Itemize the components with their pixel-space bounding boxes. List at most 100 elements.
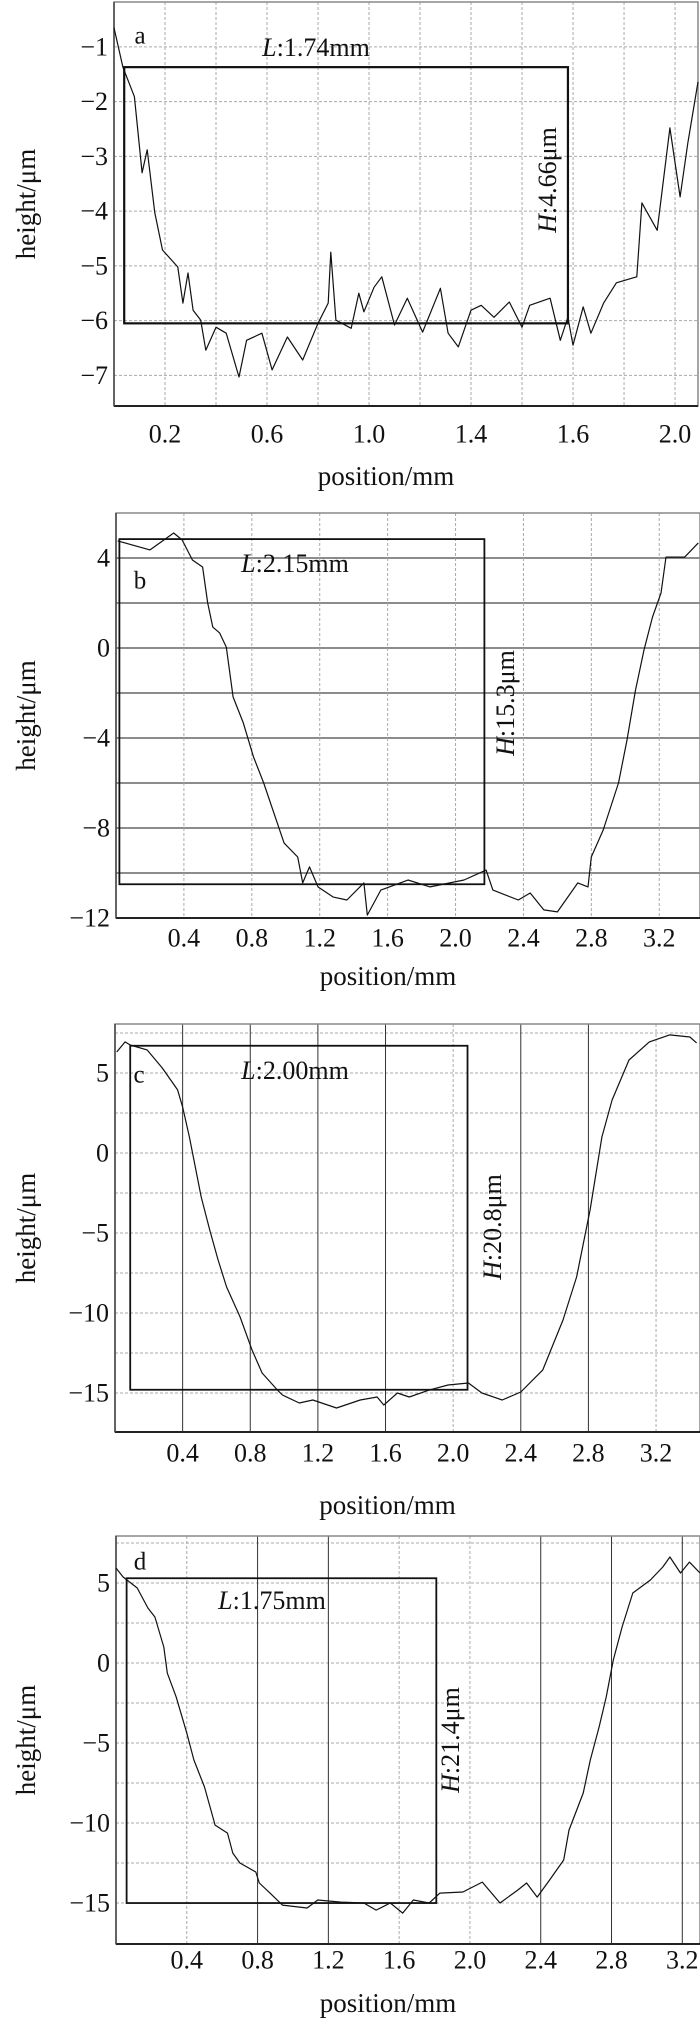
x-tick-label: 0.8: [234, 1439, 267, 1468]
y-tick-label: 0: [97, 634, 110, 663]
profile-line: [115, 1556, 700, 1914]
x-tick-label: 2.4: [524, 1946, 557, 1975]
x-tick-label: 0.4: [171, 1946, 204, 1975]
x-tick-label: 0.6: [251, 420, 284, 449]
x-tick-label: 1.2: [303, 924, 336, 953]
y-tick-label: −8: [82, 814, 110, 843]
x-tick-label: 2.0: [437, 1439, 470, 1468]
height-symbol: H: [478, 1260, 507, 1281]
x-tick-label: 1.6: [557, 420, 590, 449]
profile-line: [116, 1034, 697, 1409]
measurement-box: [125, 1577, 438, 1904]
y-tick-label: −12: [69, 904, 110, 933]
y-tick-label: −15: [68, 1378, 109, 1407]
y-tick-label: 5: [97, 1569, 110, 1598]
length-symbol: L: [240, 1056, 255, 1085]
x-tick-label: 0.2: [149, 420, 182, 449]
height-value: :20.8μm: [478, 1174, 507, 1261]
x-tick-label: 3.2: [666, 1946, 699, 1975]
length-annotation: L:1.75mm: [217, 1586, 326, 1615]
x-tick-label: 1.2: [312, 1946, 345, 1975]
length-annotation: L:2.00mm: [240, 1056, 349, 1085]
x-tick-label: 3.2: [643, 924, 676, 953]
x-tick-label: 2.4: [505, 1439, 538, 1468]
height-annotation: H:4.66μm: [533, 127, 562, 234]
panel-b: 0.4 0.8 1.2 1.6 2.0 2.4 2.8 3.2 4 0 −4 −8 −12 positio…: [11, 512, 700, 991]
length-value: :2.15mm: [256, 549, 349, 578]
x-tick-label: 1.6: [371, 924, 404, 953]
plot-frame: [114, 1023, 700, 1433]
y-axis-title: height/μm: [11, 149, 41, 259]
y-tick-label: 5: [96, 1058, 109, 1087]
y-axis-title: height/μm: [11, 660, 41, 770]
x-tick-label: 1.2: [302, 1439, 335, 1468]
y-tick-label: 0: [97, 1649, 110, 1678]
x-tick-label: 0.4: [168, 924, 201, 953]
plot-frame: [115, 1535, 700, 1945]
x-axis-title: position/mm: [319, 1490, 456, 1520]
measurement-box: [123, 66, 570, 325]
height-value: :4.66μm: [533, 127, 562, 214]
length-value: :1.75mm: [233, 1586, 326, 1615]
profile-line: [113, 27, 699, 378]
x-axis-title: position/mm: [320, 961, 457, 991]
y-tick-label: −15: [69, 1889, 110, 1918]
length-value: :1.74mm: [277, 33, 370, 62]
height-symbol: H: [436, 1773, 465, 1794]
length-symbol: L: [261, 33, 276, 62]
x-tick-label: 2.8: [595, 1946, 628, 1975]
x-tick-label: 2.0: [659, 420, 692, 449]
x-tick-label: 2.0: [454, 1946, 487, 1975]
x-tick-label: 2.8: [575, 924, 608, 953]
x-tick-label: 0.8: [236, 924, 269, 953]
y-tick-label: −5: [81, 1218, 109, 1247]
length-symbol: L: [217, 1586, 232, 1615]
height-symbol: H: [533, 213, 562, 234]
x-tick-label: 2.4: [507, 924, 540, 953]
y-tick-label: −6: [80, 306, 108, 335]
height-value: :21.4μm: [436, 1687, 465, 1774]
y-tick-label: −10: [68, 1298, 109, 1327]
length-annotation: L:1.74mm: [261, 33, 370, 62]
x-tick-label: 1.6: [369, 1439, 402, 1468]
plot-frame: [113, 1, 699, 407]
panel-letter: b: [134, 568, 147, 595]
panel-c: 0.4 0.8 1.2 1.6 2.0 2.4 2.8 3.2 5 0 −5 −10 −15 positi…: [11, 1023, 700, 1520]
y-axis-title: height/μm: [11, 1173, 41, 1283]
x-tick-label: 2.0: [439, 924, 472, 953]
x-tick-label: 1.0: [353, 420, 386, 449]
height-annotation: H:21.4μm: [436, 1687, 465, 1794]
height-annotation: H:20.8μm: [478, 1174, 507, 1281]
y-tick-label: −3: [80, 142, 108, 171]
x-tick-label: 0.8: [241, 1946, 274, 1975]
y-tick-label: −4: [82, 724, 110, 753]
panel-a: 0.2 0.6 1.0 1.4 1.6 2.0 −1 −2 −3 −4 −5 −6 −7 position…: [11, 1, 699, 491]
x-axis-title: position/mm: [320, 1988, 457, 2018]
x-tick-label: 2.8: [572, 1439, 605, 1468]
panel-letter: a: [134, 23, 145, 50]
profile-line: [117, 532, 699, 916]
y-tick-label: −7: [80, 361, 108, 390]
y-tick-label: 4: [97, 544, 110, 573]
x-tick-label: 1.6: [383, 1946, 416, 1975]
length-annotation: L:2.15mm: [240, 549, 349, 578]
panel-letter: c: [133, 1062, 144, 1089]
measurement-box: [118, 538, 486, 886]
y-axis-title: height/μm: [11, 1685, 41, 1795]
panel-d: 0.4 0.8 1.2 1.6 2.0 2.4 2.8 3.2 5 0 −5 −10 −15 positi…: [11, 1535, 700, 2018]
y-tick-label: −2: [80, 87, 108, 116]
x-axis-title: position/mm: [318, 461, 455, 491]
x-tick-label: 0.4: [166, 1439, 199, 1468]
length-value: :2.00mm: [256, 1056, 349, 1085]
height-symbol: H: [491, 736, 520, 757]
height-value: :15.3μm: [491, 650, 520, 737]
y-tick-label: −5: [80, 251, 108, 280]
measurement-box: [129, 1044, 469, 1391]
x-tick-label: 3.2: [640, 1439, 673, 1468]
y-tick-label: −5: [82, 1729, 110, 1758]
y-tick-label: 0: [96, 1138, 109, 1167]
length-symbol: L: [240, 549, 255, 578]
x-tick-label: 1.4: [455, 420, 488, 449]
y-tick-label: −4: [80, 197, 108, 226]
